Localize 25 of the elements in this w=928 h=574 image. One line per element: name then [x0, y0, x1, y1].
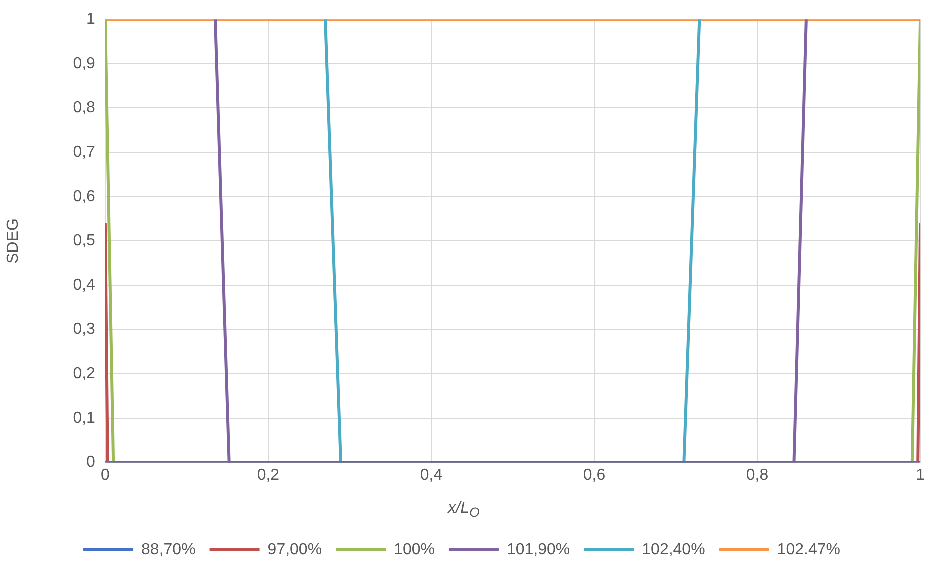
x-tick-label: 0,4 — [420, 466, 443, 484]
x-tick-label: 0,2 — [257, 466, 280, 484]
legend-label: 102.47% — [777, 541, 840, 558]
y-axis-title: SDEG — [5, 218, 22, 264]
y-tick-label: 0,9 — [73, 55, 96, 72]
x-tick-label: 1 — [916, 466, 926, 484]
legend-label: 102,40% — [642, 541, 706, 558]
y-tick-label: 0,6 — [73, 188, 96, 206]
legend-label: 100% — [394, 541, 435, 558]
y-tick-label: 0,8 — [73, 100, 96, 117]
legend-label: 101,90% — [506, 541, 570, 558]
x-tick-label: 0,8 — [746, 466, 769, 484]
y-tick-label: 0,4 — [73, 276, 96, 294]
x-tick-label: 0,6 — [583, 466, 606, 484]
y-tick-label: 0,2 — [73, 366, 96, 383]
y-tick-label: 0,1 — [73, 410, 96, 427]
x-tick-label: 0 — [100, 466, 110, 484]
y-tick-label: 0,3 — [73, 321, 96, 338]
y-tick-label: 0,5 — [73, 232, 96, 250]
x-axis-title: x/L$_{O}$ — [446, 500, 481, 520]
legend-label: 88,70% — [142, 541, 196, 558]
y-tick-label: 0,7 — [73, 144, 96, 161]
y-tick-label: 0 — [86, 454, 96, 472]
legend-label: 97,00% — [268, 541, 322, 558]
y-tick-label: 1 — [86, 11, 96, 28]
